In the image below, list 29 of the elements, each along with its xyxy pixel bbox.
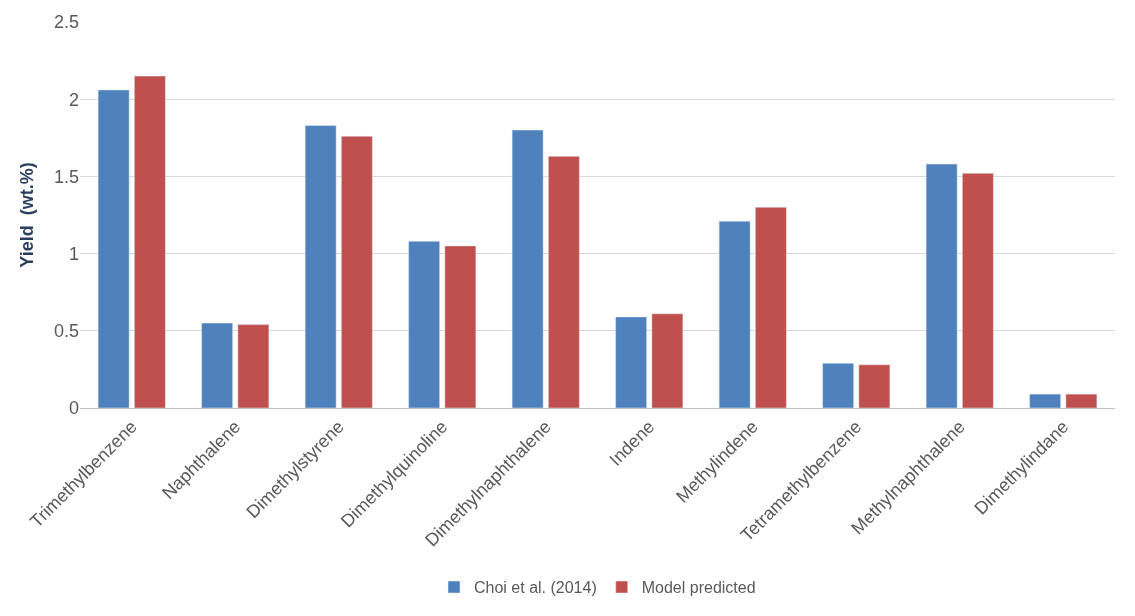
y-tick-label: 0.5 — [53, 321, 79, 342]
bar — [1065, 393, 1098, 408]
bar — [237, 324, 270, 408]
legend-label: Choi et al. (2014) — [474, 579, 597, 597]
bar — [548, 156, 580, 408]
bar — [962, 173, 994, 408]
bar — [97, 89, 130, 408]
y-axis-title: Yield (wt.%) — [17, 162, 38, 268]
bar — [134, 75, 166, 408]
y-tick-label: 0 — [68, 398, 79, 419]
bar — [201, 322, 233, 408]
bar — [408, 241, 440, 408]
bar — [925, 163, 958, 408]
y-tick-label: 2 — [68, 89, 79, 110]
bar — [651, 313, 684, 408]
bar — [858, 364, 891, 408]
y-tick-label: 1 — [68, 243, 79, 264]
bar — [341, 136, 373, 408]
y-tick-label: 1.5 — [53, 166, 79, 187]
bar — [511, 129, 544, 408]
bar — [444, 245, 477, 408]
y-tick-label: 2.5 — [53, 12, 79, 33]
bar — [718, 220, 751, 408]
bar — [1029, 393, 1061, 408]
bar — [304, 125, 337, 408]
bar — [755, 207, 787, 408]
legend-label: Model predicted — [641, 579, 756, 597]
bar — [822, 362, 854, 408]
bar — [615, 316, 647, 408]
